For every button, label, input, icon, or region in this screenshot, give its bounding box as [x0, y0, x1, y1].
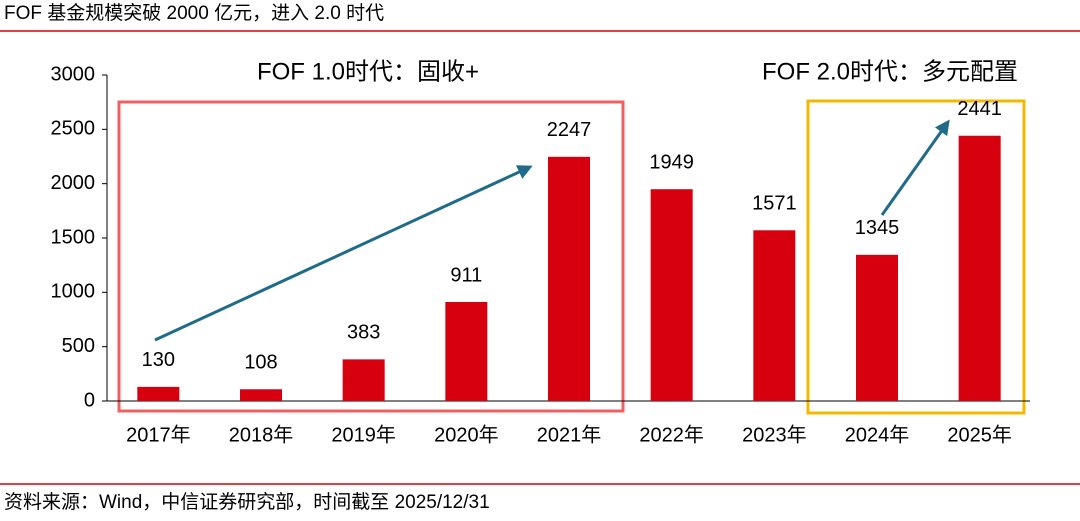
y-tick-label: 1500: [51, 226, 96, 248]
bar: [240, 389, 282, 401]
y-tick-label: 500: [62, 335, 95, 357]
data-label: 2441: [957, 98, 1002, 120]
y-tick-label: 3000: [51, 63, 96, 85]
data-label: 2247: [547, 119, 592, 141]
y-tick-label: 0: [84, 389, 95, 411]
source-note: 资料来源：Wind，中信证券研究部，时间截至 2025/12/31: [4, 491, 490, 513]
data-label: 1345: [855, 217, 900, 239]
data-label: 108: [244, 352, 277, 374]
x-tick-label: 2025年: [947, 423, 1012, 446]
era-box: [117, 100, 625, 413]
bar: [856, 254, 898, 401]
y-tick-label: 1000: [51, 281, 96, 303]
bar: [445, 302, 488, 401]
data-label: 1949: [649, 151, 694, 173]
x-tick-label: 2019年: [331, 423, 396, 446]
x-tick-label: 2018年: [229, 423, 294, 446]
bar: [958, 135, 1001, 401]
x-tick-label: 2024年: [845, 423, 910, 446]
bar: [137, 386, 180, 401]
data-label: 130: [142, 349, 175, 371]
data-label: 1571: [752, 193, 797, 215]
bar: [650, 189, 693, 401]
bar: [548, 156, 590, 401]
y-tick-label: 2000: [51, 172, 96, 194]
x-tick-label: 2020年: [434, 423, 499, 446]
trend-arrow: [154, 165, 533, 342]
x-tick-label: 2017年: [126, 423, 191, 446]
trend-arrow: [880, 119, 950, 216]
x-tick-label: 2021年: [537, 423, 602, 446]
data-label: 383: [347, 322, 380, 344]
data-label: 911: [450, 264, 482, 286]
annotation: FOF 1.0时代：固收+: [257, 58, 479, 85]
x-tick-label: 2022年: [639, 423, 704, 446]
chart-title: FOF 基金规模突破 2000 亿元，进入 2.0 时代: [4, 2, 384, 24]
y-tick-label: 2500: [51, 118, 96, 140]
annotation: FOF 2.0时代：多元配置: [762, 58, 1018, 85]
bar: [753, 230, 796, 401]
bar: [342, 359, 385, 401]
era-box: [806, 99, 1026, 415]
x-tick-label: 2023年: [742, 423, 807, 446]
